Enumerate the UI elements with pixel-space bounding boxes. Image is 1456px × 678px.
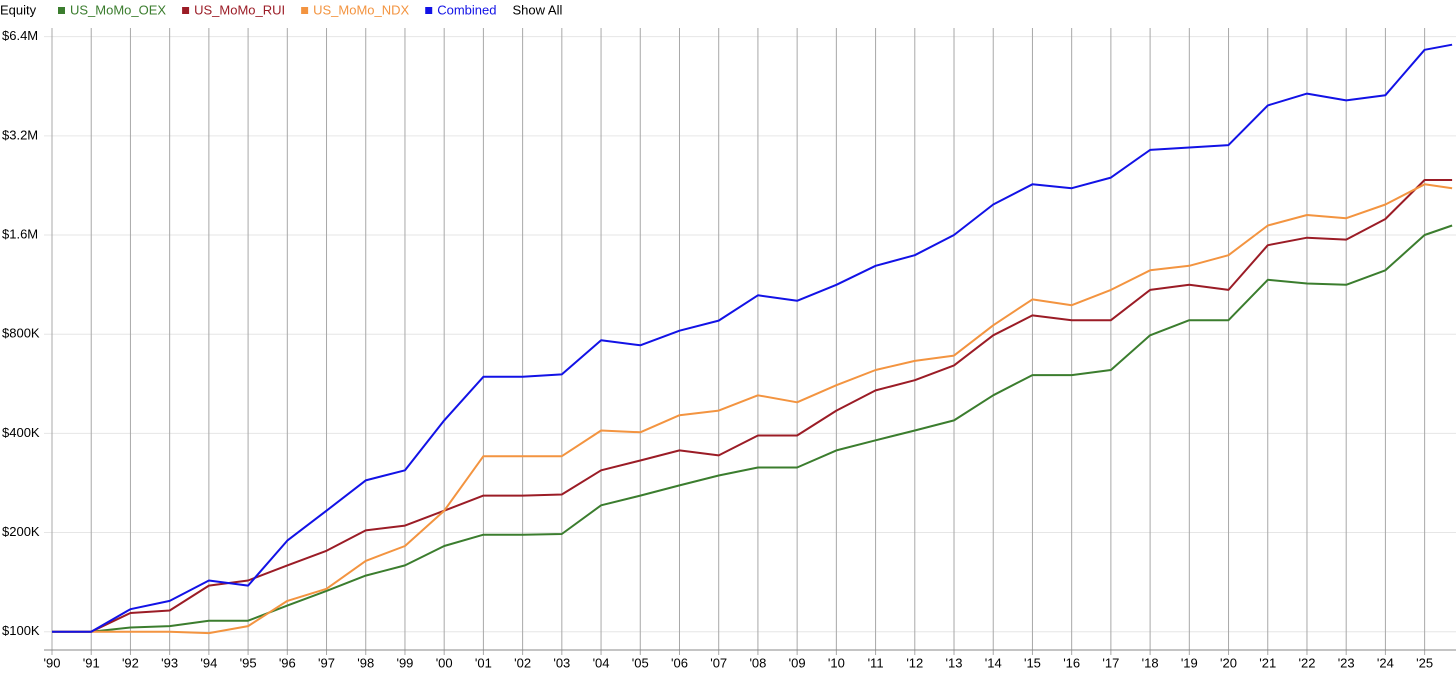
x-tick-label: '24: [1377, 655, 1394, 670]
x-tick-label: '05: [632, 655, 649, 670]
y-axis-label: Equity: [0, 2, 37, 17]
x-tick-label: '10: [828, 655, 845, 670]
x-tick-label: '13: [946, 655, 963, 670]
x-tick-label: '22: [1298, 655, 1315, 670]
x-tick-label: '00: [436, 655, 453, 670]
legend-item[interactable]: US_MoMo_NDX: [301, 2, 410, 17]
x-tick-label: '19: [1181, 655, 1198, 670]
x-tick-label: '18: [1142, 655, 1159, 670]
x-tick-label: '09: [789, 655, 806, 670]
x-tick-label: '21: [1259, 655, 1276, 670]
x-tick-label: '06: [671, 655, 688, 670]
y-tick-label: $400K: [2, 425, 40, 440]
x-tick-label: '93: [161, 655, 178, 670]
x-tick-label: '97: [318, 655, 335, 670]
x-tick-label: '91: [83, 655, 100, 670]
y-tick-label: $200K: [2, 524, 40, 539]
y-tick-label: $100K: [2, 623, 40, 638]
legend-label[interactable]: Combined: [437, 2, 496, 17]
x-tick-label: '96: [279, 655, 296, 670]
x-tick-label: '01: [475, 655, 492, 670]
y-tick-label: $800K: [2, 326, 40, 341]
y-tick-label: $6.4M: [2, 28, 38, 43]
x-tick-label: '03: [553, 655, 570, 670]
x-tick-label: '14: [985, 655, 1002, 670]
x-tick-label: '17: [1102, 655, 1119, 670]
series-line: [52, 224, 1453, 633]
x-tick-label: '11: [868, 655, 884, 670]
series-line: [52, 179, 1453, 633]
legend-marker[interactable]: [58, 7, 65, 14]
legend-item[interactable]: US_MoMo_RUI: [182, 2, 285, 17]
x-tick-label: '25: [1416, 655, 1433, 670]
x-tick-label: '99: [396, 655, 413, 670]
legend-marker[interactable]: [301, 7, 309, 14]
legend-item[interactable]: Combined: [425, 2, 496, 17]
x-tick-label: '02: [514, 655, 531, 670]
legend-marker[interactable]: [182, 7, 190, 14]
legend-label[interactable]: US_MoMo_NDX: [313, 2, 409, 17]
x-tick-label: '04: [593, 655, 610, 670]
legend-item[interactable]: US_MoMo_OEX: [58, 2, 166, 17]
x-tick-label: '07: [710, 655, 727, 670]
show-all-button[interactable]: Show All: [512, 2, 562, 17]
x-tick-label: '20: [1220, 655, 1237, 670]
x-tick-label: '94: [200, 655, 217, 670]
series-line: [52, 183, 1453, 635]
x-tick-label: '98: [357, 655, 374, 670]
x-tick-label: '16: [1063, 655, 1080, 670]
y-tick-label: $1.6M: [2, 226, 38, 241]
x-tick-label: '12: [906, 655, 923, 670]
x-tick-label: '15: [1024, 655, 1041, 670]
y-tick-label: $3.2M: [2, 127, 38, 142]
x-tick-label: '90: [44, 655, 61, 670]
legend-label[interactable]: US_MoMo_OEX: [70, 2, 166, 17]
x-tick-label: '23: [1338, 655, 1355, 670]
x-tick-label: '08: [749, 655, 766, 670]
series-line: [52, 43, 1453, 633]
x-tick-label: '92: [122, 655, 139, 670]
legend-marker[interactable]: [425, 7, 433, 14]
x-tick-label: '95: [240, 655, 257, 670]
legend-label[interactable]: US_MoMo_RUI: [194, 2, 285, 17]
